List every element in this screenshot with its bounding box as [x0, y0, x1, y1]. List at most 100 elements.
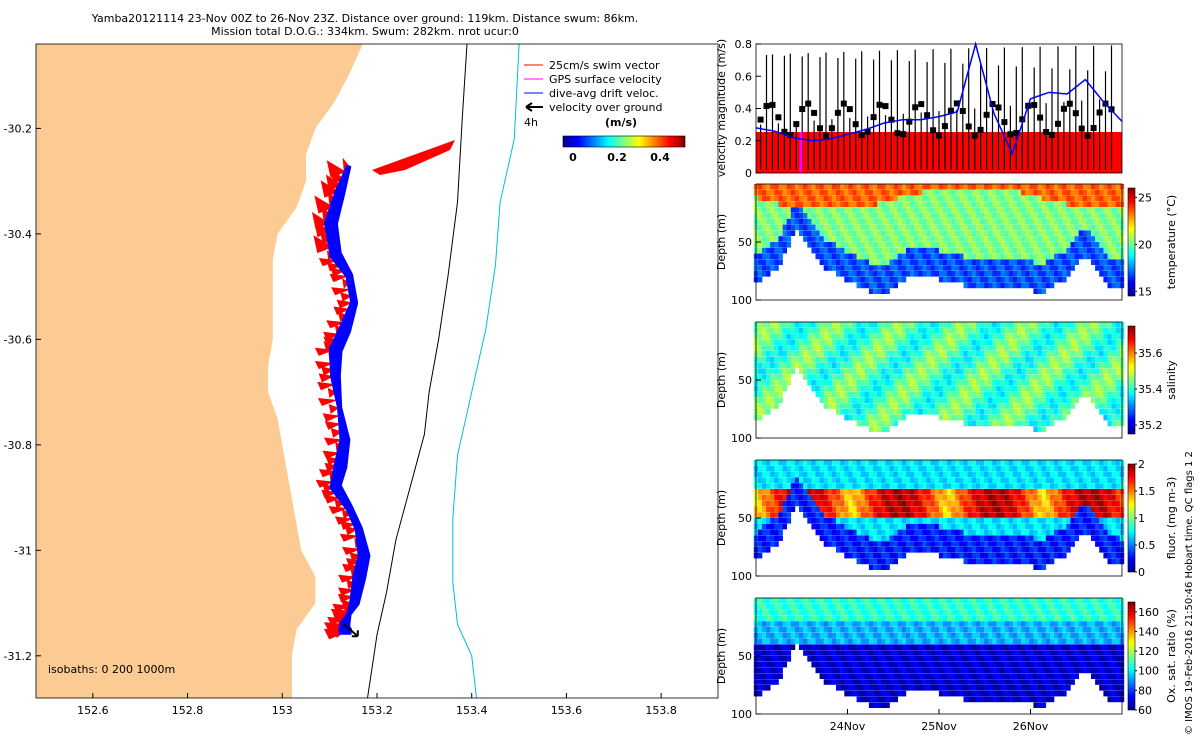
section-cell — [1029, 213, 1034, 219]
section-cell — [757, 247, 763, 254]
section-cell — [992, 552, 997, 559]
section-cell — [926, 529, 931, 536]
section-cell — [930, 201, 935, 207]
section-cell — [766, 477, 771, 483]
section-cell — [1045, 420, 1051, 427]
section-colorbar — [1127, 187, 1136, 297]
section-cell — [794, 356, 800, 363]
section-cell — [1012, 523, 1018, 530]
section-cell — [1082, 477, 1088, 483]
section-cell — [906, 230, 911, 236]
section-cell — [840, 213, 845, 219]
section-cell — [1037, 489, 1042, 495]
section-cell — [836, 632, 841, 639]
section-cell — [885, 541, 890, 547]
section-cell — [906, 547, 911, 553]
section-cell — [1017, 276, 1022, 283]
section-cell — [910, 218, 915, 225]
section-cell — [1078, 380, 1084, 386]
section-cell — [762, 483, 767, 489]
section-cell — [1111, 259, 1116, 265]
section-cell — [984, 460, 989, 466]
section-cell — [1000, 242, 1005, 248]
section-cell — [984, 207, 989, 213]
section-cell — [901, 276, 907, 283]
section-cell — [1012, 494, 1018, 501]
section-cell — [1082, 213, 1088, 219]
section-cell — [959, 247, 964, 254]
section-cell — [1091, 218, 1096, 225]
section-cell — [782, 207, 787, 213]
section-cell — [930, 368, 935, 374]
section-cell — [967, 558, 972, 565]
section-cell — [819, 345, 824, 351]
section-cell — [885, 247, 890, 254]
section-cell — [910, 368, 915, 374]
section-cell — [823, 259, 829, 265]
section-cell — [807, 460, 812, 466]
section-cell — [893, 213, 898, 219]
section-cell — [1049, 224, 1055, 231]
section-cell — [1070, 265, 1075, 271]
section-cell — [996, 189, 1001, 196]
section-cell — [910, 529, 915, 536]
section-cell — [786, 362, 792, 369]
section-cell — [1033, 351, 1038, 357]
section-cell — [885, 356, 890, 363]
section-cell — [959, 327, 964, 334]
section-cell — [873, 397, 878, 403]
section-cell — [1095, 489, 1100, 495]
section-cell — [778, 230, 783, 236]
section-cell — [868, 489, 874, 495]
section-cell — [1062, 322, 1067, 328]
section-cell — [975, 380, 981, 386]
section-cell — [959, 201, 964, 207]
section-cell — [1058, 345, 1063, 351]
section-cell — [1012, 512, 1018, 518]
section-cell — [766, 339, 771, 345]
section-cell — [988, 500, 993, 507]
section-cell — [906, 218, 911, 225]
section-cell — [971, 409, 977, 415]
section-cell — [914, 471, 919, 478]
section-cell — [943, 195, 948, 202]
section-cell — [1086, 465, 1092, 472]
section-cell — [868, 391, 874, 398]
section-cell — [1074, 374, 1079, 380]
section-cell — [864, 213, 870, 219]
section-cell — [840, 356, 845, 363]
section-cell — [897, 374, 903, 380]
section-cell — [897, 362, 903, 369]
section-cell — [1037, 500, 1042, 507]
section-cell — [1099, 380, 1104, 386]
section-cell — [807, 356, 812, 363]
section-cell — [992, 541, 997, 547]
section-cell — [980, 213, 985, 219]
section-cell — [831, 259, 837, 265]
section-cell — [1054, 500, 1059, 507]
section-cell — [980, 380, 985, 386]
section-cell — [757, 253, 763, 260]
section-cell — [918, 236, 923, 242]
section-cell — [897, 201, 903, 207]
section-cell — [1095, 535, 1100, 541]
section-cell — [971, 207, 977, 213]
section-cell — [815, 512, 820, 518]
section-cell — [1078, 471, 1084, 478]
section-cell — [996, 403, 1001, 409]
section-cell — [864, 460, 870, 466]
section-cell — [1054, 460, 1059, 466]
section-cell — [938, 500, 944, 507]
section-cell — [1041, 518, 1047, 524]
section-cell — [971, 339, 977, 345]
section-cell — [774, 535, 779, 541]
section-cell — [975, 558, 981, 565]
section-cell — [1049, 189, 1055, 196]
section-cell — [1054, 236, 1059, 242]
section-cell — [901, 362, 907, 369]
section-cell — [827, 242, 833, 248]
section-cell — [1115, 380, 1121, 386]
section-cell — [975, 500, 981, 507]
section-cell — [1008, 409, 1014, 415]
section-cell — [1062, 362, 1067, 369]
